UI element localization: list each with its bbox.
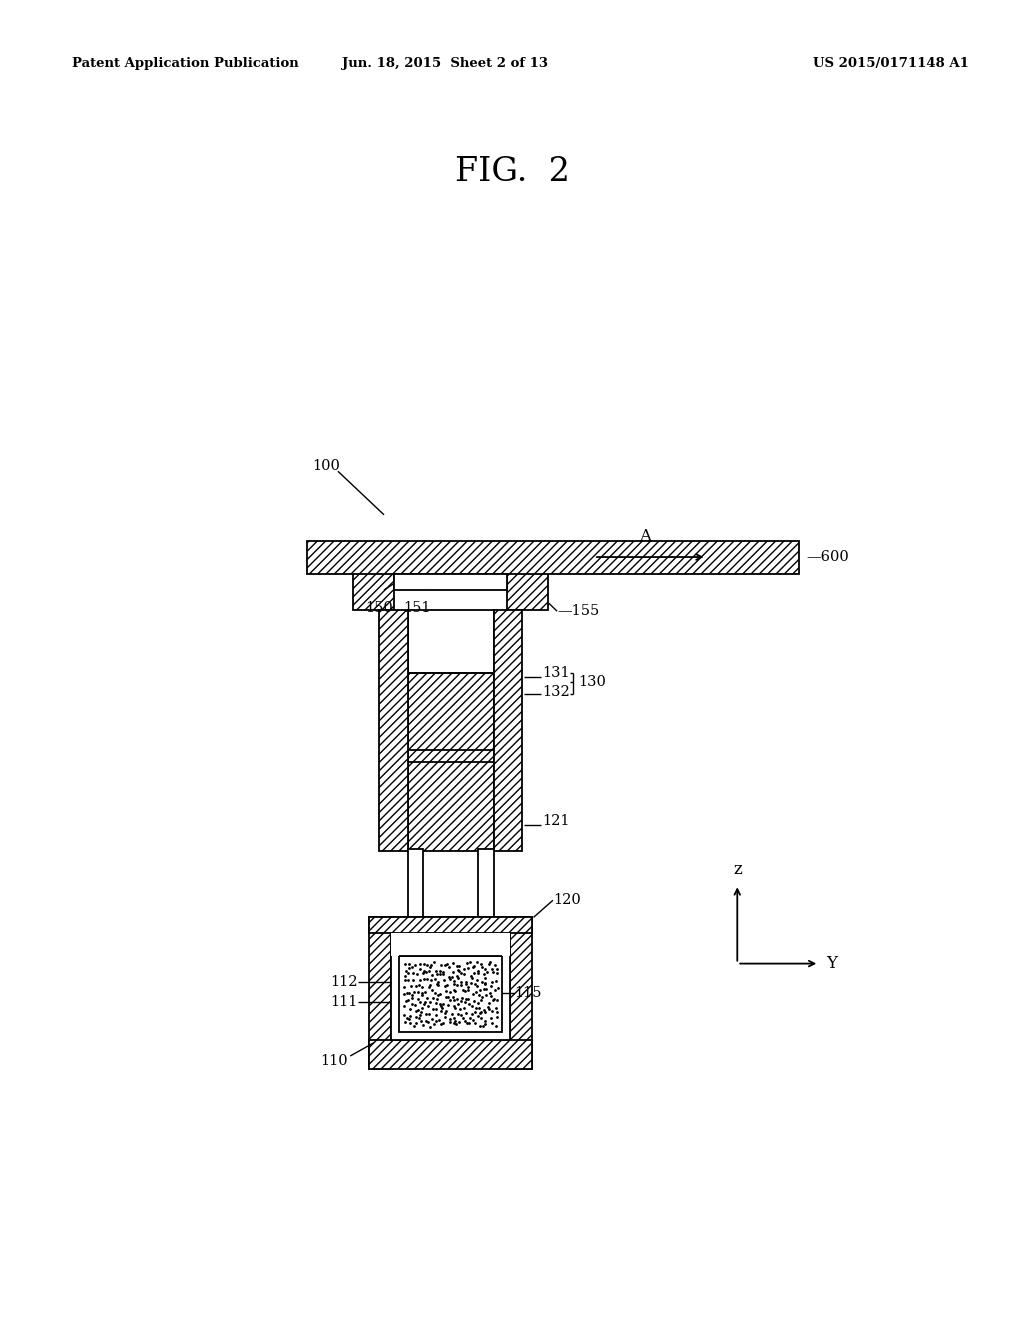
Text: 130: 130 [579,676,606,689]
Text: FIG.  2: FIG. 2 [455,156,569,187]
Text: Jun. 18, 2015  Sheet 2 of 13: Jun. 18, 2015 Sheet 2 of 13 [342,57,549,70]
Text: —600: —600 [806,550,849,564]
Bar [353,570,394,610]
Text: 131: 131 [543,667,570,680]
Bar [379,610,408,851]
Bar [394,574,507,590]
Text: 112: 112 [330,975,357,989]
Text: 121: 121 [543,814,570,828]
Text: 115: 115 [514,986,542,999]
Text: 132: 132 [543,685,570,698]
Bar [408,673,494,851]
Bar [391,933,510,956]
Text: 120: 120 [553,894,581,907]
Text: 100: 100 [312,459,340,473]
Text: A: A [639,528,651,545]
Bar [494,610,522,851]
Bar [369,917,532,933]
Bar [507,570,548,610]
Bar [399,956,502,1032]
Bar [391,917,510,1040]
Text: US 2015/0171148 A1: US 2015/0171148 A1 [813,57,969,70]
Text: z: z [733,861,741,878]
Bar [408,610,494,673]
Bar [408,849,423,917]
Bar [369,917,391,1069]
Text: Patent Application Publication: Patent Application Publication [72,57,298,70]
Text: 151: 151 [403,601,430,615]
Bar [369,1040,532,1069]
Bar [478,849,494,917]
Text: 150: 150 [365,601,393,615]
Text: 111: 111 [330,995,357,1008]
Bar [510,917,532,1069]
Text: —155: —155 [557,605,599,618]
Text: 110: 110 [321,1055,348,1068]
Bar [307,541,799,574]
Text: Y: Y [826,956,838,972]
